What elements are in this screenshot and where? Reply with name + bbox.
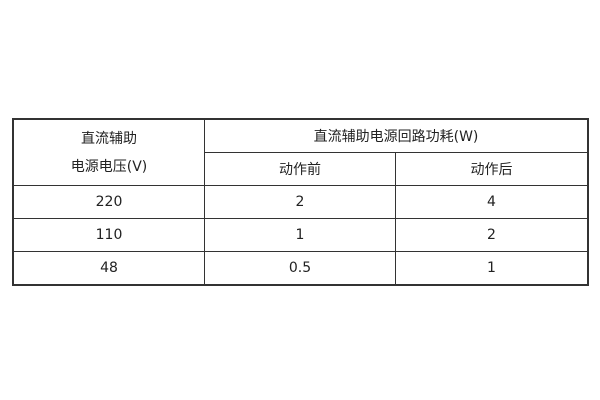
table-row: 110 1 2	[12, 218, 589, 252]
voltage-cell: 110	[12, 218, 205, 252]
after-cell: 2	[395, 218, 589, 252]
voltage-header-line2: 电源电压(V)	[70, 158, 148, 175]
before-cell: 1	[204, 218, 396, 252]
voltage-header-line1: 直流辅助	[81, 130, 137, 147]
after-action-header: 动作后	[395, 152, 589, 186]
power-header: 直流辅助电源回路功耗(W)	[204, 118, 589, 153]
after-cell: 4	[395, 185, 589, 219]
power-consumption-table: 直流辅助 电源电压(V) 直流辅助电源回路功耗(W) 动作前 动作后 220 2…	[12, 118, 589, 286]
table-row: 220 2 4	[12, 185, 589, 219]
subheader-row: 动作前 动作后	[13, 152, 589, 186]
voltage-header: 直流辅助 电源电压(V)	[12, 118, 205, 186]
before-cell: 2	[204, 185, 396, 219]
voltage-cell: 48	[12, 251, 205, 286]
table-row: 48 0.5 1	[12, 251, 589, 286]
before-action-header: 动作前	[204, 152, 396, 186]
after-cell: 1	[395, 251, 589, 286]
header-row: 直流辅助 电源电压(V) 直流辅助电源回路功耗(W)	[12, 118, 589, 186]
before-cell: 0.5	[204, 251, 396, 286]
voltage-cell: 220	[12, 185, 205, 219]
